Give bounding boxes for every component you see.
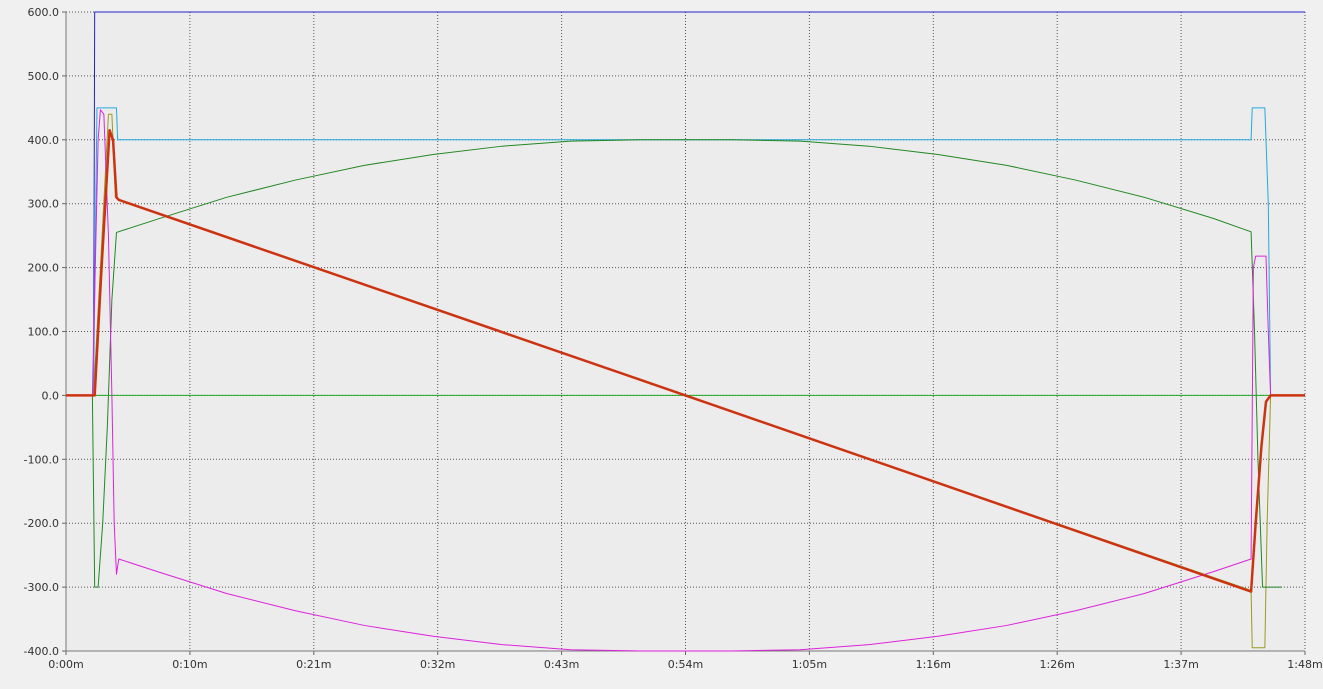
x-tick-label: 0:10m bbox=[172, 658, 207, 671]
x-tick-label: 0:54m bbox=[668, 658, 703, 671]
x-tick-label: 1:16m bbox=[916, 658, 951, 671]
series-group bbox=[66, 11, 1305, 652]
y-tick-label: 300.0 bbox=[28, 198, 60, 211]
y-tick-label: -200.0 bbox=[24, 517, 59, 530]
x-tick-label: 1:48m bbox=[1287, 658, 1322, 671]
series-line-2 bbox=[66, 107, 1305, 396]
y-tick-label: 400.0 bbox=[28, 134, 60, 147]
y-tick-label: 500.0 bbox=[28, 70, 60, 83]
x-tick-label: 1:26m bbox=[1039, 658, 1074, 671]
x-tick-label: 0:32m bbox=[420, 658, 455, 671]
x-tick-label: 1:05m bbox=[792, 658, 827, 671]
x-tick-label: 0:00m bbox=[48, 658, 83, 671]
y-tick-label: 100.0 bbox=[28, 326, 60, 339]
tick-labels: 0:00m 0:10m 0:21m 0:32m 0:43m 0:54m 1:05m 1:16m… bbox=[24, 6, 1323, 671]
y-tick-label: -300.0 bbox=[24, 581, 59, 594]
series-line-5 bbox=[66, 109, 1305, 652]
series-line-7 bbox=[66, 128, 1305, 593]
x-tick-label: 0:43m bbox=[544, 658, 579, 671]
y-tick-label: 200.0 bbox=[28, 262, 60, 275]
series-line-4 bbox=[66, 139, 1283, 588]
y-tick-label: -100.0 bbox=[24, 453, 59, 466]
y-tick-label: 0.0 bbox=[42, 389, 60, 402]
x-tick-label: 1:37m bbox=[1163, 658, 1198, 671]
y-tick-label: 600.0 bbox=[28, 6, 60, 19]
x-tick-label: 0:21m bbox=[296, 658, 331, 671]
y-tick-label: -400.0 bbox=[24, 645, 59, 658]
